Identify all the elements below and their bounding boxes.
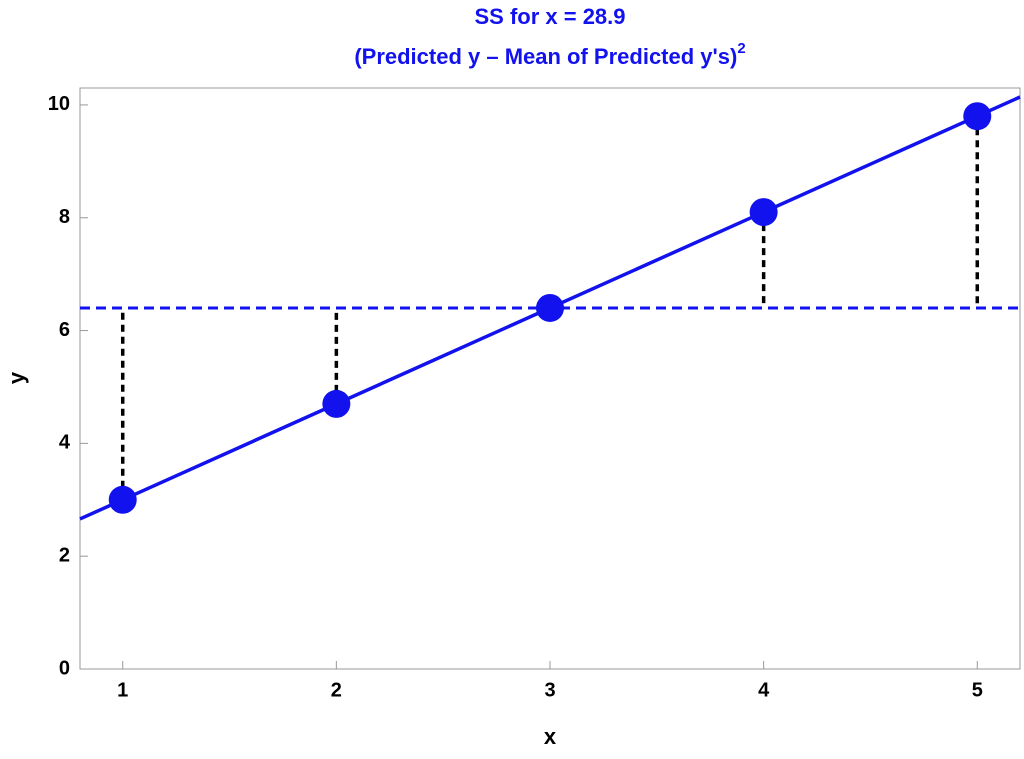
data-point [963, 102, 992, 131]
x-tick-label: 1 [117, 679, 128, 701]
y-tick-label: 0 [59, 657, 70, 679]
subtitle-superscript: 2 [737, 40, 745, 57]
plot-frame [79, 87, 1021, 670]
data-point [322, 389, 351, 418]
x-tick-label: 2 [331, 679, 342, 701]
x-tick-label: 5 [972, 679, 983, 701]
x-axis-label: x [544, 724, 557, 749]
y-tick-label: 6 [59, 319, 70, 341]
y-tick-label: 2 [59, 544, 70, 566]
y-axis-label: y [4, 371, 29, 384]
data-point [536, 293, 564, 322]
x-tick-label: 4 [758, 679, 770, 701]
y-tick-label: 8 [59, 206, 70, 228]
y-tick-label: 10 [48, 93, 70, 115]
chart-title: SS for x = 28.9 [474, 4, 625, 29]
data-point [108, 485, 137, 514]
chart-subtitle: (Predicted y – Mean of Predicted y's)2 [354, 40, 745, 69]
x-tick-label: 3 [544, 679, 555, 701]
y-tick-label: 4 [59, 432, 71, 454]
subtitle-text: (Predicted y – Mean of Predicted y's) [354, 44, 737, 69]
data-point [749, 198, 778, 227]
